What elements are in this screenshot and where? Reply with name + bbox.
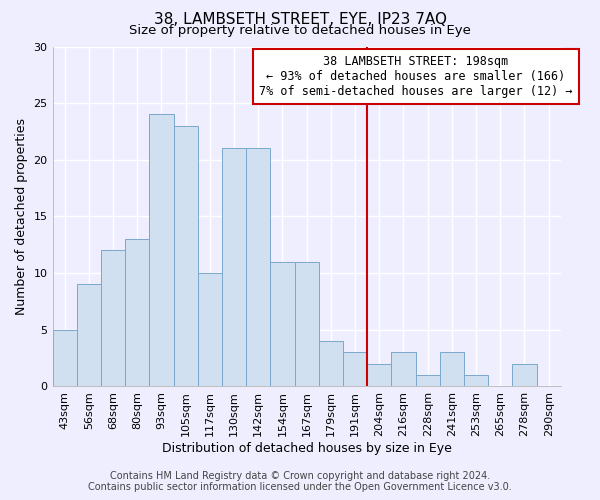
Bar [512, 364, 536, 386]
Bar [271, 262, 295, 386]
Bar [391, 352, 416, 386]
Bar [319, 341, 343, 386]
Bar [53, 330, 77, 386]
Bar [77, 284, 101, 386]
Y-axis label: Number of detached properties: Number of detached properties [15, 118, 28, 315]
Bar [246, 148, 271, 386]
Text: Contains HM Land Registry data © Crown copyright and database right 2024.
Contai: Contains HM Land Registry data © Crown c… [88, 471, 512, 492]
Bar [367, 364, 391, 386]
Bar [295, 262, 319, 386]
Bar [125, 239, 149, 386]
Bar [149, 114, 173, 386]
X-axis label: Distribution of detached houses by size in Eye: Distribution of detached houses by size … [162, 442, 452, 455]
Bar [464, 375, 488, 386]
Text: 38 LAMBSETH STREET: 198sqm
← 93% of detached houses are smaller (166)
7% of semi: 38 LAMBSETH STREET: 198sqm ← 93% of deta… [259, 55, 572, 98]
Bar [101, 250, 125, 386]
Text: 38, LAMBSETH STREET, EYE, IP23 7AQ: 38, LAMBSETH STREET, EYE, IP23 7AQ [154, 12, 446, 28]
Bar [440, 352, 464, 386]
Bar [222, 148, 246, 386]
Text: Size of property relative to detached houses in Eye: Size of property relative to detached ho… [129, 24, 471, 37]
Bar [416, 375, 440, 386]
Bar [343, 352, 367, 386]
Bar [173, 126, 198, 386]
Bar [198, 273, 222, 386]
